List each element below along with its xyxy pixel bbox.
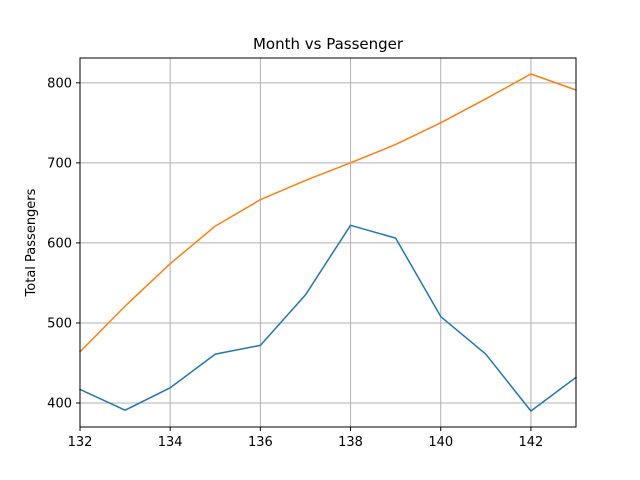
y-tick-label: 800: [47, 76, 72, 91]
y-tick-label: 500: [47, 316, 72, 331]
x-tick-label: 142: [518, 435, 543, 450]
x-tick-label: 134: [158, 435, 183, 450]
y-axis-label: Total Passengers: [24, 188, 39, 297]
y-tick-label: 600: [47, 236, 72, 251]
x-tick-label: 136: [248, 435, 273, 450]
series-layer: [78, 73, 578, 412]
series-line-1: [79, 224, 578, 412]
x-tick-label: 132: [68, 435, 93, 450]
y-tick-label: 700: [47, 156, 72, 171]
chart-title: Month vs Passenger: [253, 35, 404, 53]
x-tick-label: 138: [338, 435, 363, 450]
series-line-2: [78, 73, 577, 353]
tick-layer: 132 134 136 138 140 142 400 500 600 700 800: [47, 76, 543, 450]
y-tick-label: 400: [47, 396, 72, 411]
grid-layer: [79, 58, 576, 427]
x-tick-label: 140: [428, 435, 453, 450]
